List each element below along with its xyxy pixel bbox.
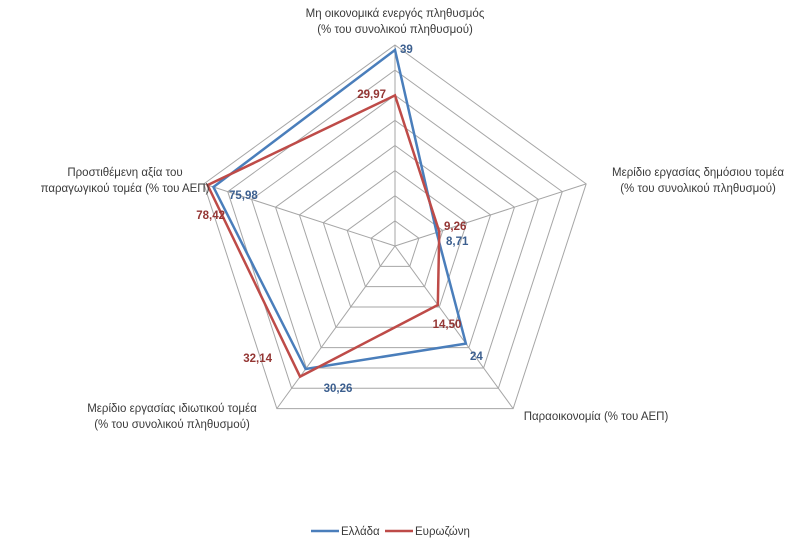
data-label: 29,97 [357, 89, 386, 101]
axis-label-line: (% του συνολικού πληθυσμού) [94, 419, 250, 431]
axis-label: Παραοικονομία (% του ΑΕΠ) [524, 411, 669, 423]
legend: Ελλάδα Ευρωζώνη [311, 526, 470, 538]
axis-label-line: παραγωγικού τομέα (% του ΑΕΠ) [41, 183, 210, 195]
data-label: 30,26 [324, 383, 353, 395]
axis-label-line: Μη οικονομικά ενεργός πληθυσμός [306, 8, 485, 20]
data-label: 75,98 [229, 190, 258, 202]
grid-ring [322, 170, 468, 308]
grid-ring [370, 220, 420, 267]
data-label: 8,71 [446, 236, 469, 248]
axis-label-line: Μερίδιο εργασίας δημόσιου τομέα [612, 167, 784, 179]
grid-ring [274, 119, 516, 349]
data-label: 14,50 [433, 319, 462, 331]
axis-label-line: (% του συνολικού πληθυσμού) [620, 183, 776, 195]
data-label: 9,26 [444, 221, 466, 233]
axis-label: Προστιθέμενη αξία του παραγωγικού τομέα (… [41, 167, 210, 195]
axis-label: Μη οικονομικά ενεργός πληθυσμός (% του συ… [306, 8, 485, 36]
legend-label: Ευρωζώνη [415, 526, 470, 538]
axis-spoke [203, 183, 396, 247]
legend-label: Ελλάδα [341, 526, 380, 538]
axis-label-line: Παραοικονομία (% του ΑΕΠ) [524, 411, 669, 423]
grid-ring [227, 69, 563, 389]
legend-item: Ελλάδα [311, 526, 380, 538]
grid-ring [251, 94, 539, 369]
data-label: 39 [400, 44, 413, 56]
series-line-eurozone [205, 93, 441, 379]
axis-label: Μερίδιο εργασίας ιδιωτικού τομέα (% του σ… [87, 403, 257, 431]
axis-spoke [394, 245, 514, 409]
data-label: 24 [470, 351, 483, 363]
data-label: 78,42 [196, 210, 225, 222]
axis-label-line: Προστιθέμενη αξία του [67, 167, 182, 179]
series-line-greece [211, 47, 468, 371]
legend-item: Ευρωζώνη [385, 526, 470, 538]
grid-ring [203, 44, 587, 410]
data-label: 32,14 [243, 353, 272, 365]
axis-spoke [276, 245, 396, 409]
radar-grid [203, 44, 587, 410]
axis-label-line: (% του συνολικού πληθυσμού) [317, 24, 473, 36]
axis-spoke [394, 183, 587, 247]
axis-label: Μερίδιο εργασίας δημόσιου τομέα (% του συ… [612, 167, 784, 195]
axis-label-line: Μερίδιο εργασίας ιδιωτικού τομέα [87, 403, 257, 415]
